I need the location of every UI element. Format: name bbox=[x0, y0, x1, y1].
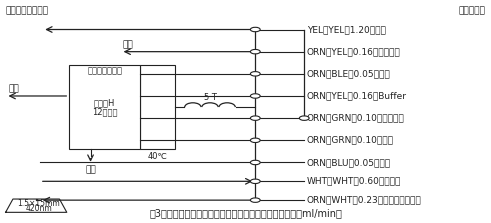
Text: 排出: 排出 bbox=[85, 166, 96, 175]
Text: サンプラー洗浄槽: サンプラー洗浄槽 bbox=[5, 6, 49, 15]
Circle shape bbox=[250, 72, 260, 76]
Text: ダイアライザー: ダイアライザー bbox=[87, 66, 122, 75]
Text: WHT／WHT（0.60）受流液: WHT／WHT（0.60）受流液 bbox=[307, 177, 401, 186]
Text: 40℃: 40℃ bbox=[147, 153, 167, 161]
Text: ORN／BLU（0.05）空気: ORN／BLU（0.05）空気 bbox=[307, 158, 391, 167]
Bar bbox=[69, 65, 140, 149]
Text: 1.5×15mm: 1.5×15mm bbox=[17, 199, 60, 209]
Circle shape bbox=[250, 27, 260, 32]
Text: YEL／YEL（1.20）純水: YEL／YEL（1.20）純水 bbox=[307, 25, 385, 34]
Text: 12インチ: 12インチ bbox=[92, 107, 117, 116]
Text: ORN／GRN（0.10）サンプル: ORN／GRN（0.10）サンプル bbox=[307, 114, 405, 123]
Circle shape bbox=[250, 138, 260, 142]
Text: ORN／YEL（0.16）サンプル: ORN／YEL（0.16）サンプル bbox=[307, 47, 401, 56]
Text: ORN／BLE（0.05）空気: ORN／BLE（0.05）空気 bbox=[307, 69, 390, 78]
Text: サンプラー: サンプラー bbox=[459, 6, 486, 15]
Circle shape bbox=[250, 179, 260, 184]
Text: 図3　オートアナライザーのフローダイアグラム（流量：ml/min）: 図3 オートアナライザーのフローダイアグラム（流量：ml/min） bbox=[149, 208, 342, 218]
Circle shape bbox=[250, 50, 260, 54]
Circle shape bbox=[250, 160, 260, 165]
Circle shape bbox=[250, 116, 260, 120]
Text: ORN／GRN（0.10）基質: ORN／GRN（0.10）基質 bbox=[307, 136, 394, 145]
Text: ORN／WHT（0.23）フローセル引き: ORN／WHT（0.23）フローセル引き bbox=[307, 196, 421, 205]
Text: ORN／YEL（0.16）Buffer: ORN／YEL（0.16）Buffer bbox=[307, 91, 407, 101]
Text: 排出: 排出 bbox=[8, 84, 19, 93]
Circle shape bbox=[300, 116, 309, 120]
Text: タイプH: タイプH bbox=[94, 98, 115, 107]
Text: 排出: 排出 bbox=[122, 40, 133, 49]
Text: 5 T: 5 T bbox=[204, 93, 217, 102]
Circle shape bbox=[250, 94, 260, 98]
Text: 420nm: 420nm bbox=[25, 204, 52, 213]
Bar bbox=[140, 65, 174, 149]
Circle shape bbox=[250, 198, 260, 202]
